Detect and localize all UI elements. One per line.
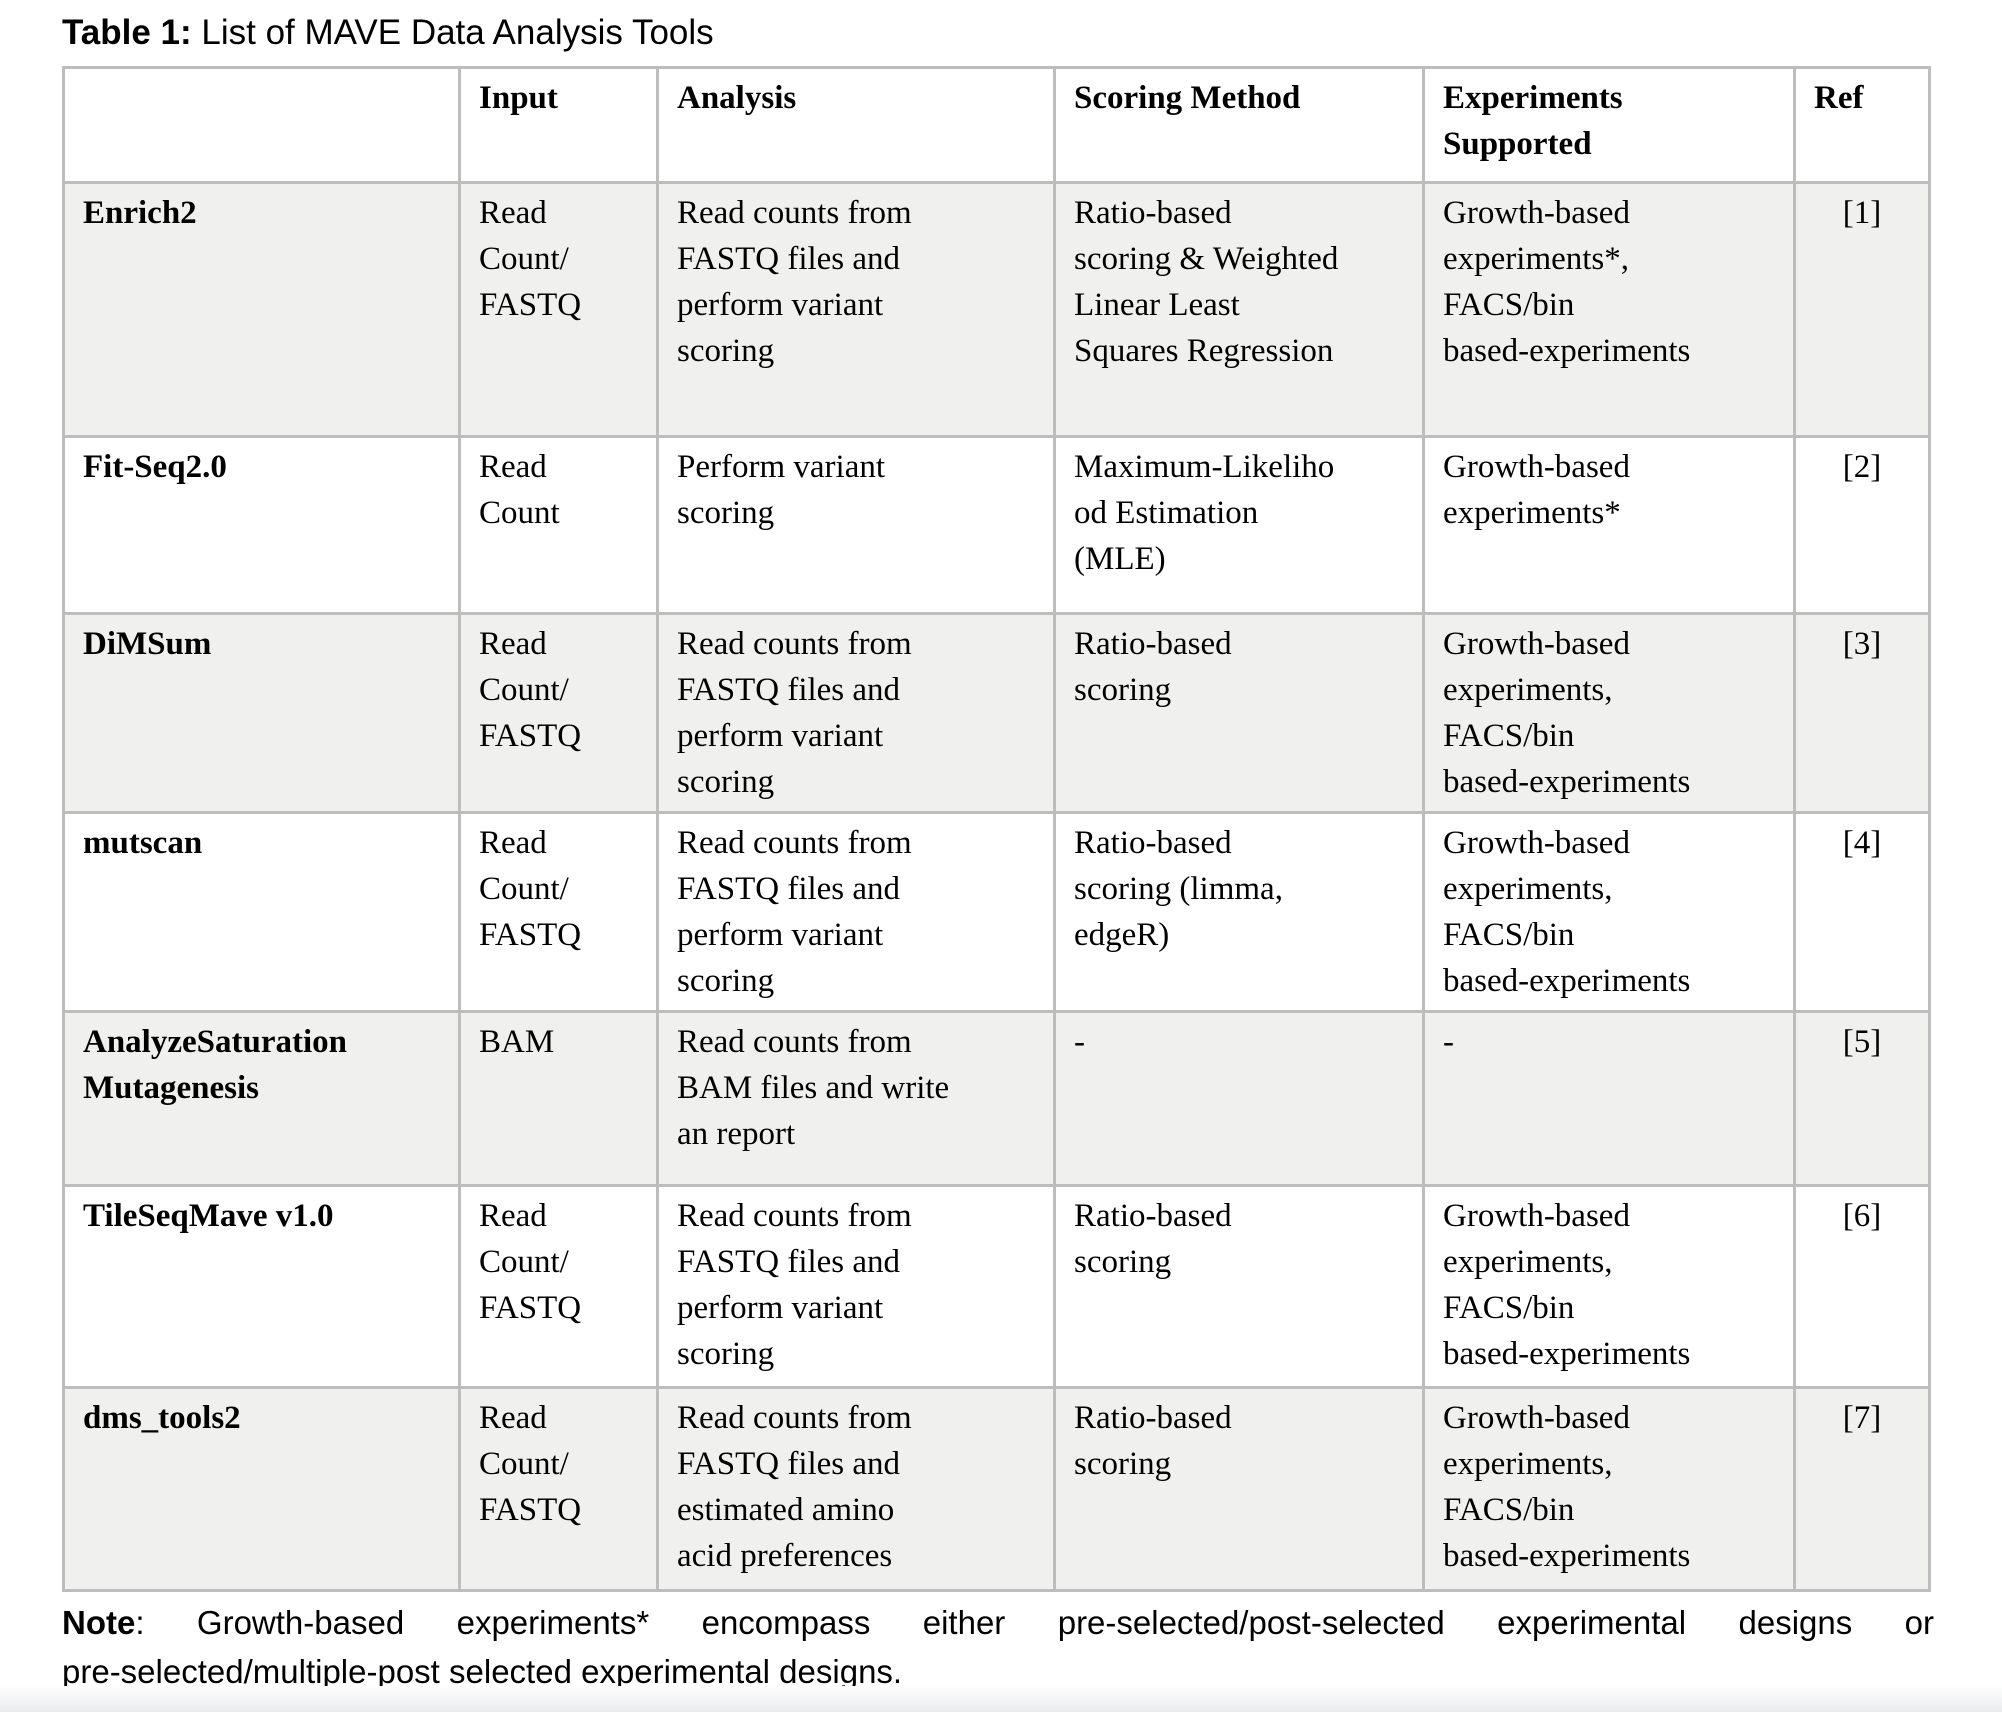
- cell-ref: [6]: [1793, 1184, 1931, 1389]
- table-row: Fit-Seq2.0 Read Count Perform variant sc…: [62, 435, 1931, 615]
- header-cell-input: Input: [458, 66, 659, 184]
- cell-tool-name: dms_tools2: [62, 1386, 461, 1592]
- header-cell-analysis: Analysis: [656, 66, 1056, 184]
- cell-ref: [3]: [1793, 612, 1931, 814]
- cell-experiments-supported: Growth-based experiments, FACS/bin based…: [1422, 612, 1796, 814]
- cell-analysis: Read counts from BAM files and write an …: [656, 1010, 1056, 1187]
- header-cell-tool: [62, 66, 461, 184]
- table-caption-text: List of MAVE Data Analysis Tools: [191, 13, 714, 52]
- cell-scoring-method: -: [1053, 1010, 1425, 1187]
- note-text-line1: : Growth-based experiments* encompass ei…: [135, 1604, 1934, 1641]
- cell-analysis: Read counts from FASTQ files and perform…: [656, 181, 1056, 438]
- cell-input: BAM: [458, 1010, 659, 1187]
- table-row: DiMSum Read Count/ FASTQ Read counts fro…: [62, 612, 1931, 814]
- cell-tool-name: AnalyzeSaturation Mutagenesis: [62, 1010, 461, 1187]
- cell-ref: [1]: [1793, 181, 1931, 438]
- cell-experiments-supported: Growth-based experiments, FACS/bin based…: [1422, 1184, 1796, 1389]
- note-line-2: pre-selected/multiple-post selected expe…: [62, 1653, 903, 1690]
- cell-tool-name: Enrich2: [62, 181, 461, 438]
- cell-scoring-method: Ratio-based scoring: [1053, 612, 1425, 814]
- cell-analysis: Perform variant scoring: [656, 435, 1056, 615]
- header-cell-experiments-supported: Experiments Supported: [1422, 66, 1796, 184]
- cell-input: Read Count/ FASTQ: [458, 1184, 659, 1389]
- cell-experiments-supported: -: [1422, 1010, 1796, 1187]
- cell-scoring-method: Maximum-Likeliho od Estimation (MLE): [1053, 435, 1425, 615]
- cell-input: Read Count/ FASTQ: [458, 811, 659, 1013]
- cell-experiments-supported: Growth-based experiments*, FACS/bin base…: [1422, 181, 1796, 438]
- cell-experiments-supported: Growth-based experiments, FACS/bin based…: [1422, 1386, 1796, 1592]
- table-caption: Table 1: List of MAVE Data Analysis Tool…: [62, 12, 714, 54]
- cell-ref: [2]: [1793, 435, 1931, 615]
- table-note: Note: Growth-based experiments* encompas…: [62, 1598, 1934, 1696]
- cell-scoring-method: Ratio-based scoring & Weighted Linear Le…: [1053, 181, 1425, 438]
- cell-ref: [5]: [1793, 1010, 1931, 1187]
- cell-ref: [4]: [1793, 811, 1931, 1013]
- table-row: Enrich2 Read Count/ FASTQ Read counts fr…: [62, 181, 1931, 438]
- cell-analysis: Read counts from FASTQ files and estimat…: [656, 1386, 1056, 1592]
- cell-scoring-method: Ratio-based scoring: [1053, 1184, 1425, 1389]
- cell-tool-name: mutscan: [62, 811, 461, 1013]
- cell-tool-name: Fit-Seq2.0: [62, 435, 461, 615]
- table-row: mutscan Read Count/ FASTQ Read counts fr…: [62, 811, 1931, 1013]
- header-cell-ref: Ref: [1793, 66, 1931, 184]
- cell-input: Read Count: [458, 435, 659, 615]
- header-row: Input Analysis Scoring Method Experiment…: [62, 66, 1931, 184]
- cell-input: Read Count/ FASTQ: [458, 612, 659, 814]
- cell-input: Read Count/ FASTQ: [458, 181, 659, 438]
- cell-tool-name: TileSeqMave v1.0: [62, 1184, 461, 1389]
- cell-analysis: Read counts from FASTQ files and perform…: [656, 811, 1056, 1013]
- note-line-1: Note: Growth-based experiments* encompas…: [62, 1598, 1934, 1647]
- cell-experiments-supported: Growth-based experiments, FACS/bin based…: [1422, 811, 1796, 1013]
- table-row: AnalyzeSaturation Mutagenesis BAM Read c…: [62, 1010, 1931, 1187]
- header-cell-scoring-method: Scoring Method: [1053, 66, 1425, 184]
- cell-analysis: Read counts from FASTQ files and perform…: [656, 612, 1056, 814]
- cell-analysis: Read counts from FASTQ files and perform…: [656, 1184, 1056, 1389]
- cell-tool-name: DiMSum: [62, 612, 461, 814]
- cell-ref: [7]: [1793, 1386, 1931, 1592]
- note-label: Note: [62, 1604, 136, 1641]
- mave-tools-table: Input Analysis Scoring Method Experiment…: [62, 66, 1931, 1592]
- cell-scoring-method: Ratio-based scoring (limma, edgeR): [1053, 811, 1425, 1013]
- cell-input: Read Count/ FASTQ: [458, 1386, 659, 1592]
- table-row: dms_tools2 Read Count/ FASTQ Read counts…: [62, 1386, 1931, 1592]
- table-caption-label: Table 1:: [62, 13, 192, 52]
- cell-experiments-supported: Growth-based experiments*: [1422, 435, 1796, 615]
- cell-scoring-method: Ratio-based scoring: [1053, 1386, 1425, 1592]
- page-bottom-edge: [0, 1686, 2002, 1712]
- table-row: TileSeqMave v1.0 Read Count/ FASTQ Read …: [62, 1184, 1931, 1389]
